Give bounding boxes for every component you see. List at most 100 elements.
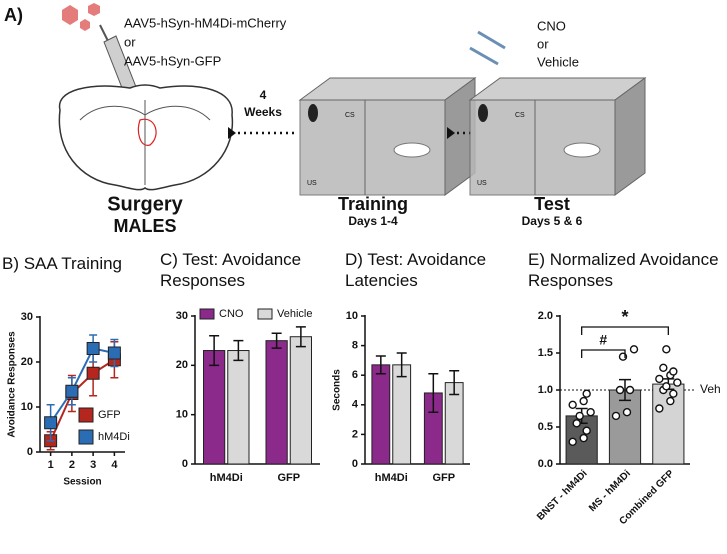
marker xyxy=(86,342,100,355)
error-bar xyxy=(619,378,631,402)
y-tick-label: 8 xyxy=(352,340,358,352)
error-bar xyxy=(209,334,220,367)
error-bar xyxy=(375,355,386,375)
chart-title: E) Normalized Avoidance Responses xyxy=(528,250,719,290)
y-tick-label: 0.0 xyxy=(538,458,553,470)
legend-swatch xyxy=(78,429,94,445)
significance-bracket xyxy=(581,326,669,335)
data-point xyxy=(622,408,632,417)
series-line xyxy=(49,358,115,442)
y-tick-label: 10 xyxy=(346,310,358,322)
drug: Vehicle xyxy=(537,54,579,69)
error-bar xyxy=(295,326,306,348)
data-point xyxy=(666,396,675,406)
x-tick-label: 1 xyxy=(48,459,54,471)
data-point xyxy=(629,345,639,354)
sex: MALES xyxy=(114,216,177,236)
data-point xyxy=(611,411,621,421)
virus: AAV5-hSyn-hM4Di-mCherry xyxy=(124,15,287,30)
data-point xyxy=(655,404,664,413)
data-point xyxy=(625,385,635,395)
stage: Training xyxy=(338,194,408,214)
x-tick-label: BNST - hM4Di xyxy=(535,468,590,523)
data-point xyxy=(662,382,671,391)
stage: Surgery xyxy=(107,193,183,215)
data-point xyxy=(662,345,671,354)
data-point xyxy=(655,374,664,384)
delay: Weeks xyxy=(244,105,282,119)
bar xyxy=(227,350,250,465)
data-point xyxy=(673,378,682,387)
y-tick-label: 10 xyxy=(176,409,188,421)
panel-label: A) xyxy=(4,5,23,25)
y-tick-label: 30 xyxy=(21,311,33,323)
y-tick-label: 1.5 xyxy=(538,347,553,359)
bar xyxy=(289,336,312,465)
legend-swatch xyxy=(199,308,215,320)
error-bar xyxy=(428,372,439,413)
data-point xyxy=(659,363,668,372)
y-tick-label: 30 xyxy=(176,310,188,322)
y-tick-label: 4 xyxy=(352,399,359,411)
significance-bracket xyxy=(581,349,626,358)
x-tick-label: 4 xyxy=(111,459,118,471)
y-tick-label: 1.0 xyxy=(538,384,553,396)
legend-label: GFP xyxy=(98,409,121,421)
y-tick-label: 10 xyxy=(21,401,33,413)
delay: 4 xyxy=(260,88,267,102)
chart-title: D) Test: Avoidance Latencies xyxy=(345,250,487,290)
data-point xyxy=(669,367,678,376)
legend-swatch xyxy=(257,308,273,320)
y-tick-label: 2 xyxy=(352,428,358,440)
error-bar xyxy=(396,352,407,378)
x-tick-label: 2 xyxy=(69,459,75,471)
error-bar xyxy=(233,339,244,362)
test-box xyxy=(468,77,647,196)
y-tick-label: 6 xyxy=(352,369,358,381)
x-tick-label: hM4Di xyxy=(210,472,243,484)
us-label: US xyxy=(477,180,487,187)
significance-label: * xyxy=(621,307,628,327)
reference-label: Veh xyxy=(700,382,721,396)
chart-title: C) Test: Avoidance Responses xyxy=(160,250,302,290)
bar xyxy=(392,364,412,465)
y-tick-label: 2.0 xyxy=(538,310,553,322)
days: Days 5 & 6 xyxy=(522,214,583,228)
y-axis-label: Seconds xyxy=(332,369,343,411)
x-tick-label: hM4Di xyxy=(375,472,408,484)
data-point xyxy=(615,385,625,395)
bar xyxy=(652,383,685,465)
training-box xyxy=(298,77,477,196)
error-bar xyxy=(271,332,282,349)
marker xyxy=(44,416,58,430)
series-line xyxy=(49,347,115,424)
bar xyxy=(371,364,391,465)
y-axis-label: Avoidance Responses xyxy=(7,331,18,438)
x-tick-label: 3 xyxy=(90,459,96,471)
data-point xyxy=(582,426,591,435)
error-bar xyxy=(449,370,460,396)
legend-label: CNO xyxy=(219,308,244,320)
marker xyxy=(86,366,100,380)
data-point xyxy=(568,400,577,409)
y-tick-label: 20 xyxy=(176,359,188,371)
x-axis-label: Session xyxy=(63,477,101,488)
legend-label: hM4Di xyxy=(98,431,130,443)
data-point xyxy=(669,389,678,398)
data-point xyxy=(579,433,588,443)
us-label: US xyxy=(307,180,317,187)
data-point xyxy=(579,396,588,406)
hexagons xyxy=(62,3,100,31)
legend-swatch xyxy=(78,407,94,423)
y-tick-label: 0 xyxy=(352,458,358,470)
legend-label: Vehicle xyxy=(277,308,312,320)
injection-site xyxy=(137,118,157,146)
drug: CNO xyxy=(537,18,566,33)
arrow-head xyxy=(228,127,236,139)
days: Days 1-4 xyxy=(348,214,398,228)
virus-or: or xyxy=(124,34,136,49)
y-tick-label: 0.5 xyxy=(538,421,553,433)
x-tick-label: GFP xyxy=(432,472,455,484)
